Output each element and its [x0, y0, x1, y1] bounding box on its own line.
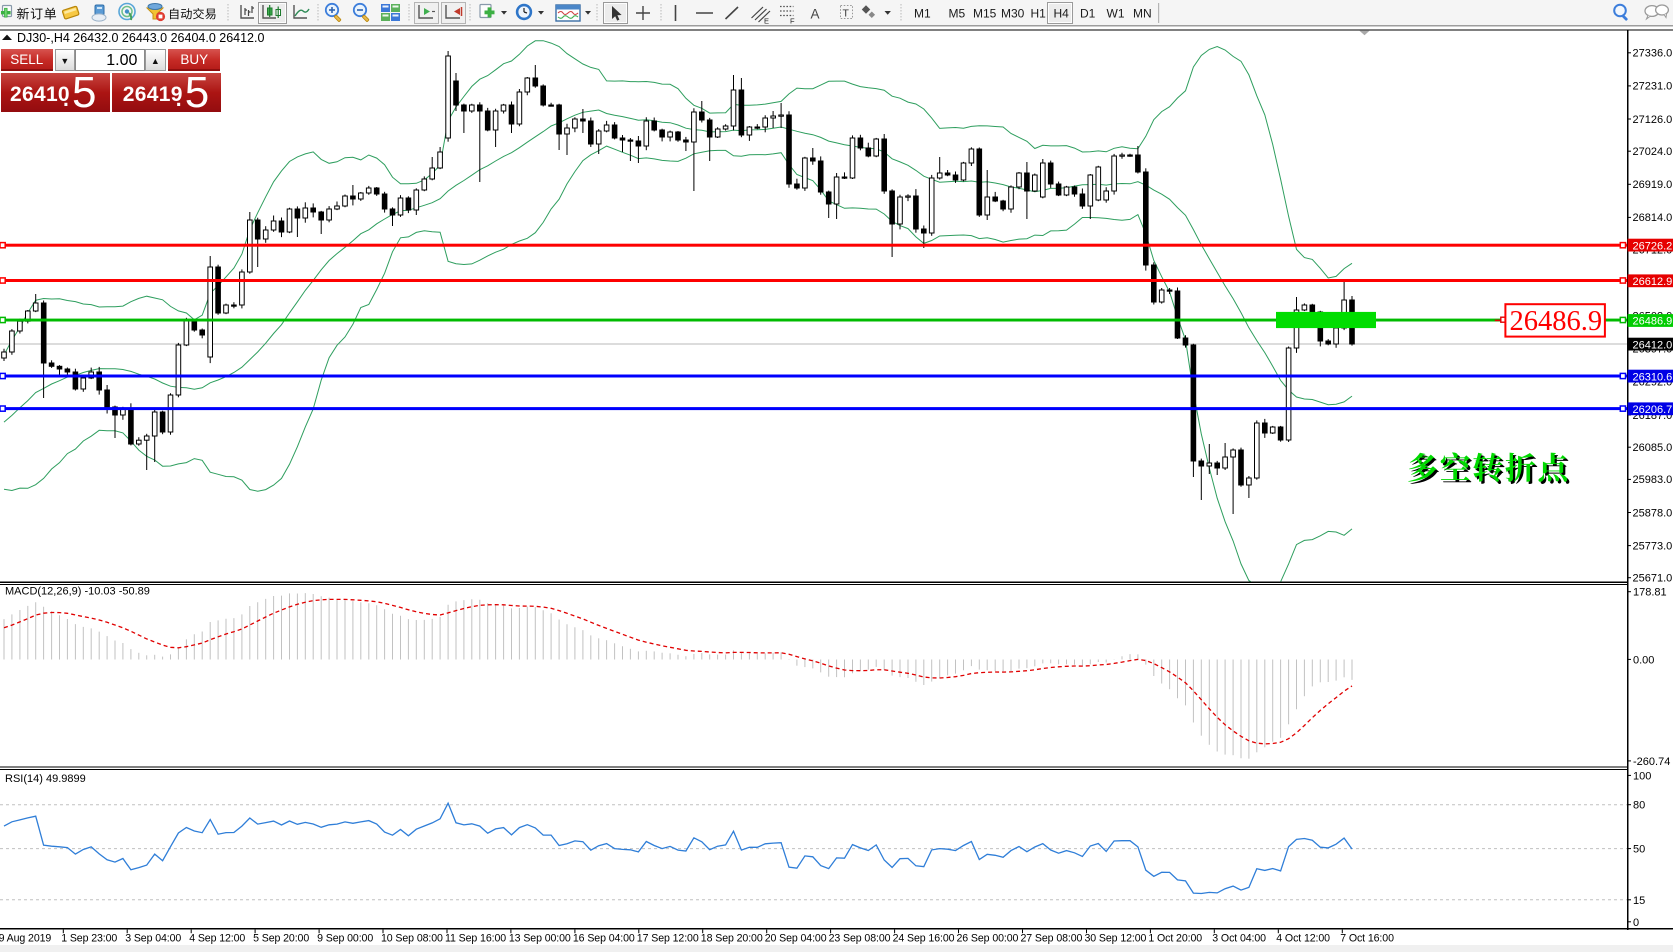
svg-text:25671.0: 25671.0 — [1633, 573, 1673, 585]
svg-text:E: E — [764, 17, 769, 26]
svg-text:18 Sep 20:00: 18 Sep 20:00 — [701, 932, 763, 944]
svg-text:9 Sep 00:00: 9 Sep 00:00 — [317, 932, 373, 944]
svg-text:1 Sep 23:00: 1 Sep 23:00 — [61, 932, 117, 944]
svg-text:1 Oct 20:00: 1 Oct 20:00 — [1148, 932, 1202, 944]
svg-text:29 Aug 2019: 29 Aug 2019 — [0, 932, 51, 944]
svg-text:178.81: 178.81 — [1633, 587, 1667, 599]
svg-text:26486.9: 26486.9 — [1510, 306, 1603, 337]
svg-text:30 Sep 12:00: 30 Sep 12:00 — [1085, 932, 1147, 944]
svg-text:3 Sep 04:00: 3 Sep 04:00 — [125, 932, 181, 944]
svg-text:M15: M15 — [973, 7, 997, 21]
svg-text:3 Oct 04:00: 3 Oct 04:00 — [1212, 932, 1266, 944]
svg-text:23 Sep 08:00: 23 Sep 08:00 — [829, 932, 891, 944]
svg-text:0: 0 — [1633, 917, 1639, 929]
svg-text:25773.0: 25773.0 — [1633, 540, 1673, 552]
svg-text:27126.0: 27126.0 — [1633, 114, 1673, 126]
svg-text:MN: MN — [1133, 7, 1152, 21]
svg-text:26814.0: 26814.0 — [1633, 212, 1673, 224]
svg-text:16 Sep 04:00: 16 Sep 04:00 — [573, 932, 635, 944]
svg-text:T: T — [843, 8, 850, 20]
svg-text:26085.0: 26085.0 — [1633, 442, 1673, 454]
svg-text:DJ30-,H4 26432.0 26443.0 2640: DJ30-,H4 26432.0 26443.0 26404.0 26412.0 — [17, 31, 264, 45]
svg-text:80: 80 — [1633, 800, 1645, 812]
svg-text:4 Oct 12:00: 4 Oct 12:00 — [1276, 932, 1330, 944]
svg-text:H4: H4 — [1054, 7, 1070, 21]
svg-text:A: A — [811, 7, 820, 22]
svg-text:-260.74: -260.74 — [1633, 756, 1670, 768]
svg-text:26919.0: 26919.0 — [1633, 179, 1673, 191]
svg-text:H1: H1 — [1031, 7, 1047, 21]
svg-text:25983.0: 25983.0 — [1633, 474, 1673, 486]
svg-text:17 Sep 12:00: 17 Sep 12:00 — [637, 932, 699, 944]
svg-text:F: F — [790, 17, 795, 26]
svg-text:MACD(12,26,9) -10.03 -50.89: MACD(12,26,9) -10.03 -50.89 — [5, 586, 150, 598]
svg-text:M5: M5 — [949, 7, 966, 21]
svg-text:27 Sep 08:00: 27 Sep 08:00 — [1021, 932, 1083, 944]
svg-text:RSI(14) 49.9899: RSI(14) 49.9899 — [5, 773, 86, 785]
svg-text:26206.7: 26206.7 — [1633, 404, 1673, 416]
svg-text:5 Sep 20:00: 5 Sep 20:00 — [253, 932, 309, 944]
svg-text:100: 100 — [1633, 770, 1651, 782]
svg-text:D1: D1 — [1080, 7, 1096, 21]
svg-text:11 Sep 16:00: 11 Sep 16:00 — [445, 932, 506, 944]
svg-text:20 Sep 04:00: 20 Sep 04:00 — [765, 932, 827, 944]
svg-text:26412.0: 26412.0 — [1633, 339, 1673, 351]
svg-text:27336.0: 27336.0 — [1633, 48, 1673, 60]
svg-text:10 Sep 08:00: 10 Sep 08:00 — [381, 932, 443, 944]
svg-text:W1: W1 — [1107, 7, 1125, 21]
svg-text:27024.0: 27024.0 — [1633, 146, 1673, 158]
svg-text:13 Sep 00:00: 13 Sep 00:00 — [509, 932, 571, 944]
svg-text:0.00: 0.00 — [1633, 654, 1654, 666]
svg-text:25878.0: 25878.0 — [1633, 507, 1673, 519]
svg-text:15: 15 — [1633, 895, 1645, 907]
svg-text:26612.9: 26612.9 — [1633, 276, 1673, 288]
svg-text:50: 50 — [1633, 844, 1645, 856]
svg-text:7 Oct 16:00: 7 Oct 16:00 — [1340, 932, 1394, 944]
svg-text:26 Sep 00:00: 26 Sep 00:00 — [957, 932, 1019, 944]
svg-text:27231.0: 27231.0 — [1633, 81, 1673, 93]
svg-text:26310.6: 26310.6 — [1633, 371, 1673, 383]
svg-text:26486.9: 26486.9 — [1633, 316, 1673, 328]
svg-text:M30: M30 — [1001, 7, 1025, 21]
svg-text:26726.2: 26726.2 — [1633, 240, 1673, 252]
svg-text:M1: M1 — [914, 7, 931, 21]
svg-text:24 Sep 16:00: 24 Sep 16:00 — [893, 932, 955, 944]
svg-text:4 Sep 12:00: 4 Sep 12:00 — [189, 932, 245, 944]
